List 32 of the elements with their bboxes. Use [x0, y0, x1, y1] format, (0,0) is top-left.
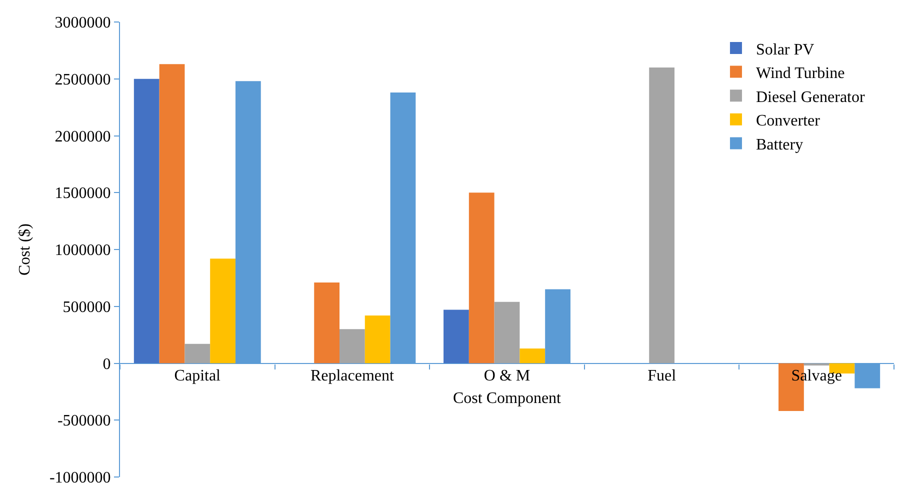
- bar: [520, 348, 546, 364]
- y-tick-label: 1000000: [54, 242, 111, 260]
- bar: [468, 192, 494, 364]
- bar: [314, 282, 340, 364]
- x-tick-label: Replacement: [310, 367, 395, 384]
- x-tick-label: Fuel: [648, 367, 677, 384]
- legend-label: Wind Turbine: [756, 65, 845, 82]
- x-tick-label: Capital: [174, 367, 222, 384]
- legend-label: Converter: [756, 112, 821, 130]
- y-tick-label: 500000: [62, 298, 111, 316]
- y-tick-label: 1500000: [54, 185, 111, 202]
- x-tick-label: O & M: [484, 367, 530, 384]
- bar: [444, 310, 469, 364]
- y-tick-label: 2000000: [54, 128, 111, 146]
- bar: [159, 64, 185, 364]
- legend-label: Solar PV: [756, 41, 815, 58]
- y-tick-label: -500000: [57, 412, 111, 430]
- y-tick-label: -1000000: [49, 470, 111, 487]
- bar: [184, 344, 210, 364]
- legend-label: Diesel Generator: [756, 88, 866, 106]
- bar: [210, 258, 236, 364]
- bar: [364, 315, 390, 364]
- bar: [494, 302, 520, 364]
- y-tick-label: 0: [102, 356, 111, 373]
- y-axis-title: Cost ($): [16, 224, 34, 276]
- legend-label: Battery: [756, 136, 804, 154]
- y-tick-label: 2500000: [54, 71, 111, 88]
- bar: [134, 78, 160, 364]
- bar: [649, 68, 674, 364]
- y-tick-label: 3000000: [54, 14, 111, 32]
- bar: [340, 329, 365, 364]
- x-axis-title: Cost Component: [452, 390, 562, 407]
